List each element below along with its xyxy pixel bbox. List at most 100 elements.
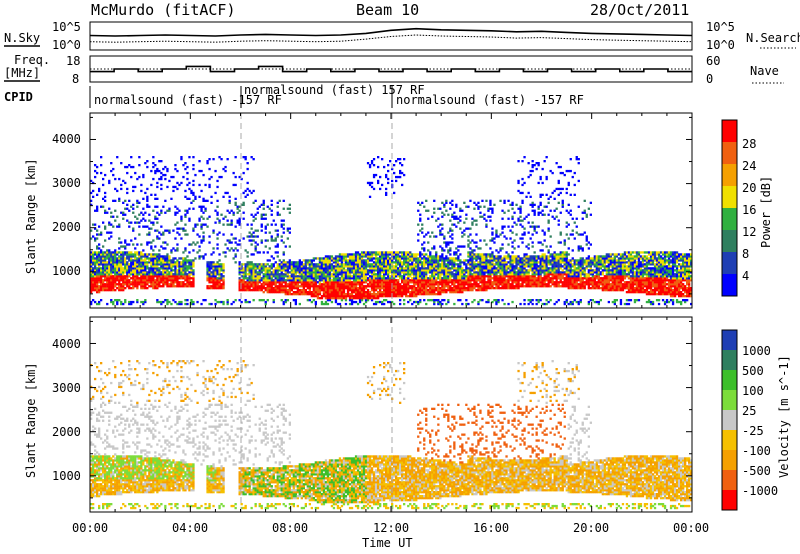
data-cell	[216, 261, 219, 264]
data-cell	[296, 269, 299, 272]
data-cell	[344, 261, 348, 264]
data-cell	[431, 285, 434, 288]
data-cell	[166, 273, 169, 276]
data-cell	[517, 219, 520, 222]
data-cell	[379, 289, 382, 292]
data-cell	[244, 269, 247, 272]
data-cell	[350, 287, 354, 290]
data-cell	[531, 285, 534, 288]
data-cell	[401, 171, 404, 175]
data-cell	[517, 273, 520, 276]
data-cell	[284, 291, 287, 294]
data-cell	[344, 255, 348, 258]
data-cell	[391, 251, 394, 254]
data-cell	[312, 293, 315, 296]
data-cell	[250, 271, 253, 274]
data-cell	[158, 283, 161, 286]
data-cell	[529, 261, 532, 264]
data-cell	[178, 302, 181, 306]
data-cell	[152, 209, 155, 212]
data-cell	[238, 223, 241, 226]
data-cell	[144, 255, 147, 258]
data-cell	[240, 265, 243, 268]
data-cell	[379, 285, 382, 288]
data-cell	[387, 257, 390, 260]
data-cell	[96, 287, 99, 290]
data-cell	[381, 253, 384, 256]
data-cell	[447, 267, 450, 270]
data-cell	[441, 287, 444, 290]
data-cell	[377, 283, 380, 286]
data-cell	[282, 199, 285, 202]
data-cell	[354, 267, 358, 270]
data-cell	[366, 283, 370, 286]
data-cell	[338, 277, 342, 280]
data-cell	[379, 187, 382, 191]
data-cell	[218, 273, 221, 276]
data-cell	[372, 271, 376, 274]
data-cell	[533, 275, 536, 278]
data-cell	[110, 211, 113, 214]
data-cell	[176, 277, 179, 280]
data-cell	[439, 293, 442, 296]
data-cell	[330, 267, 334, 270]
data-cell	[110, 269, 113, 272]
data-cell	[362, 291, 366, 294]
data-cell	[326, 283, 330, 286]
data-cell	[473, 273, 476, 276]
data-cell	[475, 257, 478, 260]
cpid-segment-3: normalsound (fast) -157 RF	[396, 93, 584, 107]
data-cell	[106, 283, 109, 286]
data-cell	[222, 233, 225, 236]
data-cell	[268, 207, 271, 210]
data-cell	[334, 277, 338, 280]
data-cell	[90, 275, 93, 278]
data-cell	[487, 209, 490, 212]
data-cell	[316, 281, 320, 284]
data-cell	[377, 287, 380, 290]
data-cell	[282, 231, 285, 234]
data-cell	[517, 189, 520, 193]
data-cell	[172, 275, 175, 278]
data-cell	[170, 265, 173, 268]
data-cell	[401, 293, 404, 296]
data-cell	[352, 275, 356, 278]
data-cell	[258, 277, 261, 280]
data-cell	[308, 267, 311, 270]
data-cell	[529, 300, 532, 304]
data-cell	[94, 273, 97, 276]
data-cell	[216, 217, 219, 220]
data-cell	[525, 285, 528, 288]
data-cell	[362, 253, 366, 256]
data-cell	[146, 241, 149, 244]
data-cell	[212, 281, 215, 284]
data-cell	[449, 271, 452, 274]
data-cell	[509, 255, 512, 258]
data-cell	[110, 273, 113, 276]
data-cell	[164, 241, 167, 244]
data-cell	[360, 255, 364, 258]
data-cell	[210, 253, 213, 256]
data-cell	[154, 193, 157, 196]
data-cell	[368, 259, 372, 262]
data-cell	[320, 295, 324, 298]
data-cell	[186, 279, 189, 282]
data-cell	[513, 255, 516, 258]
data-cell	[449, 247, 452, 250]
data-cell	[170, 175, 173, 179]
data-cell	[134, 277, 137, 280]
data-cell	[220, 263, 223, 266]
data-cell	[477, 285, 480, 288]
data-cell	[346, 275, 350, 278]
data-cell	[182, 175, 185, 179]
data-cell	[272, 289, 275, 292]
data-cell	[399, 257, 402, 260]
data-cell	[94, 169, 97, 173]
data-cell	[352, 279, 356, 282]
data-cell	[483, 267, 486, 270]
data-cell	[324, 297, 328, 300]
data-cell	[385, 269, 388, 272]
data-cell	[246, 300, 249, 304]
data-cell	[521, 271, 524, 274]
data-cell	[489, 279, 492, 282]
